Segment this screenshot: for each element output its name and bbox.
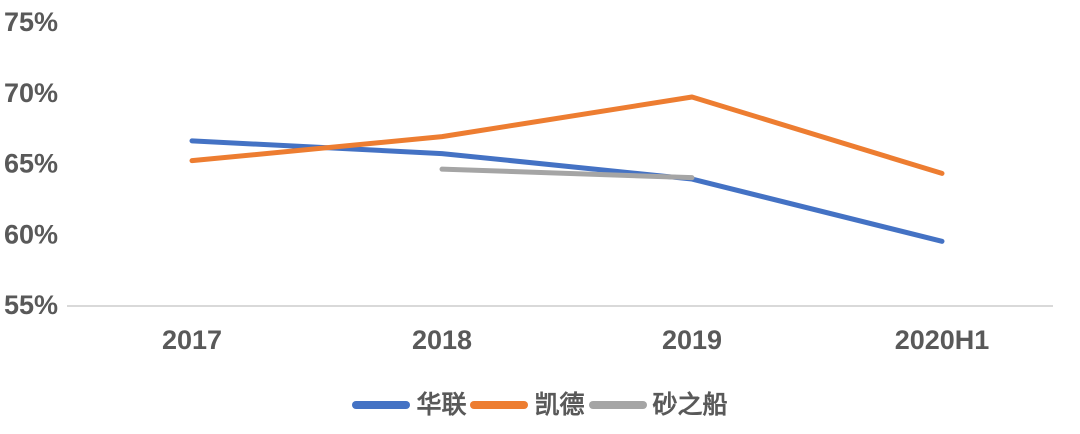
series-line-1 — [189, 94, 945, 176]
legend-label: 砂之船 — [652, 391, 728, 419]
x-axis-tick-label: 2020H1 — [895, 325, 990, 355]
legend-label: 华联 — [416, 391, 467, 419]
legend-item-1: 凯德 — [470, 390, 585, 420]
x-axis-tick-label: 2018 — [412, 325, 472, 355]
series-line-0 — [189, 138, 945, 244]
y-axis-tick-label: 65% — [4, 149, 58, 179]
y-axis-tick-label: 55% — [4, 290, 58, 320]
legend-item-0: 华联 — [352, 390, 466, 420]
x-axis-tick-label: 2017 — [162, 325, 222, 355]
legend: 华联 凯德 砂之船 — [0, 390, 1080, 420]
legend-item-2: 砂之船 — [588, 390, 728, 420]
legend-label: 凯德 — [534, 391, 585, 419]
y-axis-tick-label: 75% — [4, 7, 58, 37]
y-axis-tick-label: 70% — [4, 78, 58, 108]
x-axis-tick-label: 2019 — [662, 325, 722, 355]
legend-swatch-icon — [588, 401, 647, 409]
legend-swatch-icon — [470, 401, 529, 409]
y-axis-tick-label: 60% — [4, 219, 58, 249]
series-line-2 — [439, 166, 695, 181]
legend-swatch-icon — [352, 401, 411, 409]
